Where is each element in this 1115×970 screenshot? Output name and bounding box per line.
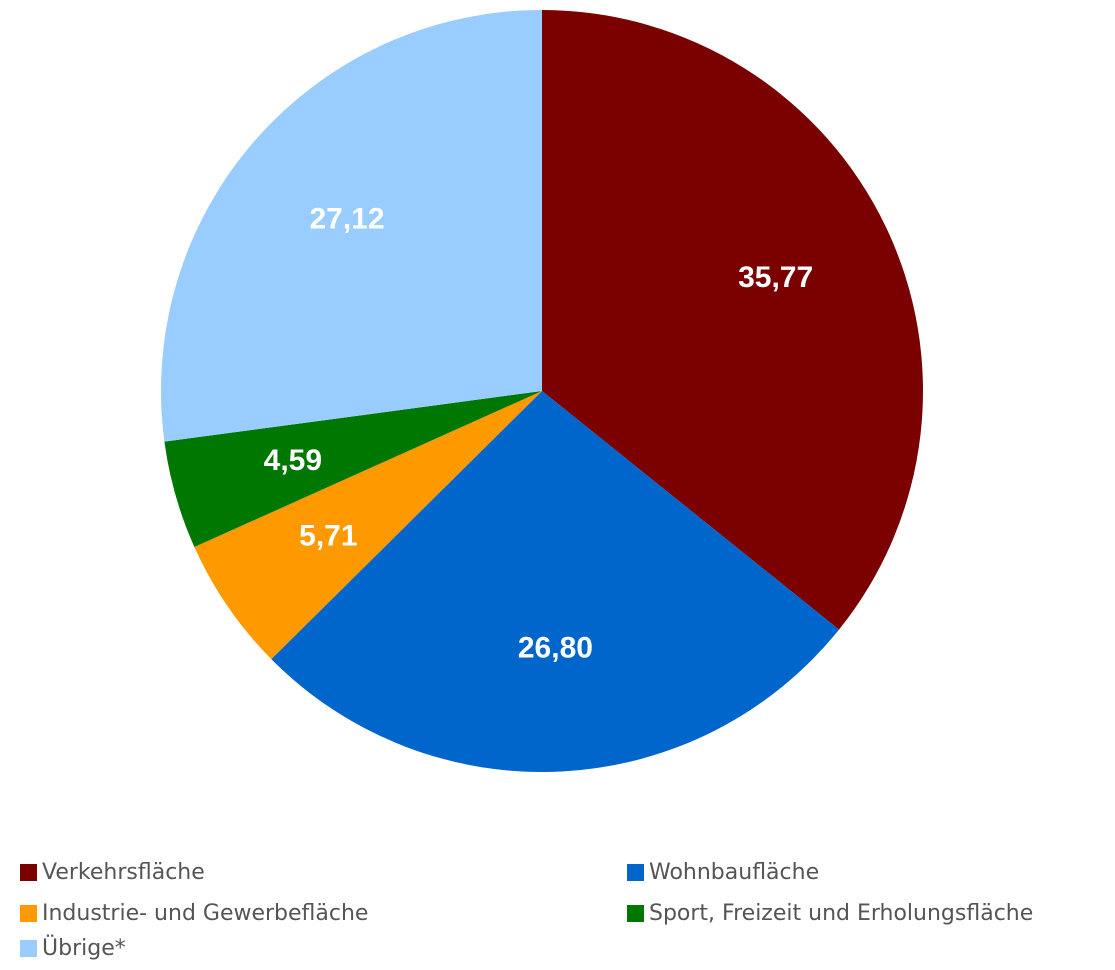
pie-slice-2: [194, 391, 542, 660]
pie-slice-0: [542, 10, 923, 630]
slice-value-label: 35,77: [738, 261, 813, 294]
pie-slice-3: [164, 391, 542, 547]
slice-value-label: 5,71: [299, 519, 357, 552]
slice-value-label: 4,59: [264, 444, 322, 477]
slice-value-label: 27,12: [309, 202, 384, 235]
pie-slice-4: [161, 10, 542, 442]
pie-slice-1: [271, 391, 839, 772]
slice-value-label: 26,80: [518, 632, 593, 665]
